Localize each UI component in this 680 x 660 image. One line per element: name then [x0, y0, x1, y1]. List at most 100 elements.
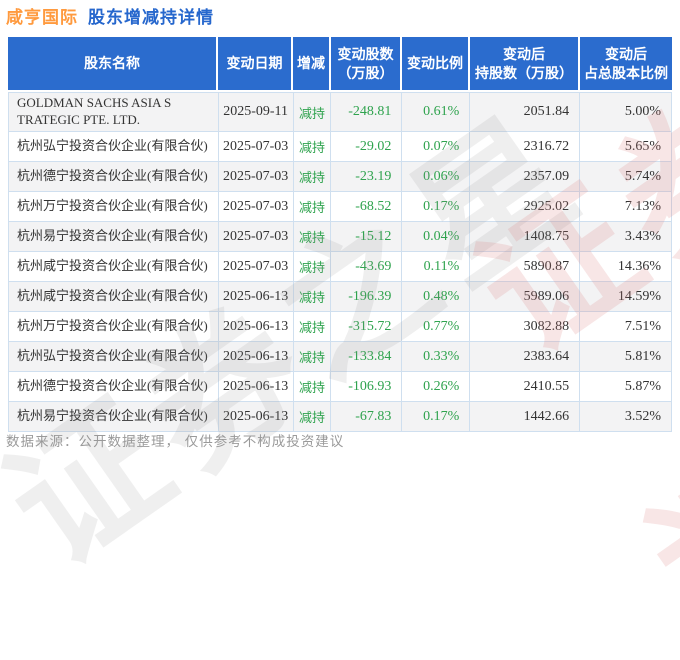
- cell-pct-after: 7.13%: [580, 192, 672, 221]
- cell-action: 减持: [294, 192, 332, 221]
- cell-pct-after: 14.36%: [580, 252, 672, 281]
- cell-action: 减持: [294, 402, 332, 431]
- table-row: 杭州易宁投资合伙企业(有限合伙) 2025-07-03 减持 -15.12 0.…: [8, 222, 672, 252]
- cell-change-shares: -106.93: [331, 372, 403, 401]
- cell-shares-after: 2316.72: [470, 132, 581, 161]
- cell-change-date: 2025-06-13: [219, 372, 294, 401]
- table-row: 杭州德宁投资合伙企业(有限合伙) 2025-06-13 减持 -106.93 0…: [8, 372, 672, 402]
- cell-change-shares: -68.52: [331, 192, 403, 221]
- cell-change-ratio: 0.77%: [402, 312, 471, 341]
- cell-change-ratio: 0.17%: [402, 402, 471, 431]
- cell-change-shares: -133.84: [331, 342, 403, 371]
- cell-change-date: 2025-07-03: [219, 222, 294, 251]
- cell-change-ratio: 0.11%: [402, 252, 471, 281]
- cell-pct-after: 5.81%: [580, 342, 672, 371]
- cell-pct-after: 5.74%: [580, 162, 672, 191]
- cell-change-date: 2025-06-13: [219, 282, 294, 311]
- cell-shareholder-name: 杭州咸宁投资合伙企业(有限合伙): [9, 282, 219, 311]
- cell-pct-after: 5.87%: [580, 372, 672, 401]
- table-row: 杭州咸宁投资合伙企业(有限合伙) 2025-07-03 减持 -43.69 0.…: [8, 252, 672, 282]
- cell-shareholder-name: 杭州易宁投资合伙企业(有限合伙): [9, 222, 219, 251]
- cell-change-shares: -67.83: [331, 402, 403, 431]
- cell-change-shares: -23.19: [331, 162, 403, 191]
- table-row: GOLDMAN SACHS ASIA S TRATEGIC PTE. LTD. …: [8, 93, 672, 132]
- cell-shareholder-name: 杭州德宁投资合伙企业(有限合伙): [9, 162, 219, 191]
- cell-shares-after: 2410.55: [470, 372, 581, 401]
- cell-change-date: 2025-07-03: [219, 252, 294, 281]
- cell-pct-after: 5.65%: [580, 132, 672, 161]
- cell-action: 减持: [294, 132, 332, 161]
- cell-pct-after: 5.00%: [580, 93, 672, 131]
- cell-change-ratio: 0.33%: [402, 342, 471, 371]
- cell-shares-after: 3082.88: [470, 312, 581, 341]
- cell-change-shares: -15.12: [331, 222, 403, 251]
- cell-pct-after: 3.52%: [580, 402, 672, 431]
- cell-change-ratio: 0.04%: [402, 222, 471, 251]
- page-title: 咸亨国际 股东增减持详情: [6, 3, 214, 28]
- cell-shares-after: 5890.87: [470, 252, 581, 281]
- cell-change-ratio: 0.17%: [402, 192, 471, 221]
- cell-shareholder-name: 杭州咸宁投资合伙企业(有限合伙): [9, 252, 219, 281]
- header-cell-action: 增减: [293, 37, 331, 90]
- cell-action: 减持: [294, 222, 332, 251]
- cell-shares-after: 2925.02: [470, 192, 581, 221]
- cell-action: 减持: [294, 252, 332, 281]
- header-cell-change-ratio: 变动比例: [402, 37, 470, 90]
- cell-shares-after: 1442.66: [470, 402, 581, 431]
- cell-shareholder-name: 杭州德宁投资合伙企业(有限合伙): [9, 372, 219, 401]
- table-row: 杭州弘宁投资合伙企业(有限合伙) 2025-06-13 减持 -133.84 0…: [8, 342, 672, 372]
- cell-change-shares: -248.81: [331, 93, 403, 131]
- cell-shareholder-name: 杭州万宁投资合伙企业(有限合伙): [9, 312, 219, 341]
- table-row: 杭州万宁投资合伙企业(有限合伙) 2025-06-13 减持 -315.72 0…: [8, 312, 672, 342]
- header-cell-change-shares: 变动股数 （万股）: [331, 37, 402, 90]
- cell-change-ratio: 0.26%: [402, 372, 471, 401]
- table-row: 杭州咸宁投资合伙企业(有限合伙) 2025-06-13 减持 -196.39 0…: [8, 282, 672, 312]
- cell-shares-after: 1408.75: [470, 222, 581, 251]
- cell-change-shares: -315.72: [331, 312, 403, 341]
- cell-change-date: 2025-06-13: [219, 342, 294, 371]
- cell-shareholder-name: 杭州易宁投资合伙企业(有限合伙): [9, 402, 219, 431]
- table-header-row: 股东名称 变动日期 增减 变动股数 （万股） 变动比例 变动后 持股数（万股） 变动…: [8, 37, 672, 90]
- cell-change-date: 2025-07-03: [219, 132, 294, 161]
- cell-change-ratio: 0.61%: [402, 93, 471, 131]
- cell-change-date: 2025-09-11: [219, 93, 294, 131]
- cell-shares-after: 2357.09: [470, 162, 581, 191]
- cell-change-date: 2025-06-13: [219, 402, 294, 431]
- shareholder-change-table: 股东名称 变动日期 增减 变动股数 （万股） 变动比例 变动后 持股数（万股） 变动…: [8, 37, 672, 432]
- table-body: GOLDMAN SACHS ASIA S TRATEGIC PTE. LTD. …: [8, 92, 672, 432]
- table-row: 杭州德宁投资合伙企业(有限合伙) 2025-07-03 减持 -23.19 0.…: [8, 162, 672, 192]
- cell-change-shares: -29.02: [331, 132, 403, 161]
- cell-change-shares: -43.69: [331, 252, 403, 281]
- cell-change-date: 2025-07-03: [219, 192, 294, 221]
- cell-action: 减持: [294, 342, 332, 371]
- cell-change-shares: -196.39: [331, 282, 403, 311]
- cell-change-ratio: 0.06%: [402, 162, 471, 191]
- cell-action: 减持: [294, 282, 332, 311]
- cell-action: 减持: [294, 93, 332, 131]
- cell-action: 减持: [294, 372, 332, 401]
- cell-shares-after: 2051.84: [470, 93, 581, 131]
- header-cell-shareholder-name: 股东名称: [8, 37, 218, 90]
- cell-action: 减持: [294, 312, 332, 341]
- page-title-text: 股东增减持详情: [88, 8, 214, 27]
- cell-shareholder-name: GOLDMAN SACHS ASIA S TRATEGIC PTE. LTD.: [9, 93, 219, 131]
- cell-shares-after: 5989.06: [470, 282, 581, 311]
- cell-change-ratio: 0.48%: [402, 282, 471, 311]
- cell-change-date: 2025-06-13: [219, 312, 294, 341]
- cell-shareholder-name: 杭州万宁投资合伙企业(有限合伙): [9, 192, 219, 221]
- header-cell-shares-after: 变动后 持股数（万股）: [470, 37, 580, 90]
- cell-shares-after: 2383.64: [470, 342, 581, 371]
- footer-note: 数据来源：公开数据整理， 仅供参考不构成投资建议: [6, 434, 345, 449]
- stock-name: 咸亨国际: [6, 8, 78, 27]
- cell-pct-after: 14.59%: [580, 282, 672, 311]
- cell-shareholder-name: 杭州弘宁投资合伙企业(有限合伙): [9, 132, 219, 161]
- cell-shareholder-name: 杭州弘宁投资合伙企业(有限合伙): [9, 342, 219, 371]
- table-row: 杭州万宁投资合伙企业(有限合伙) 2025-07-03 减持 -68.52 0.…: [8, 192, 672, 222]
- cell-action: 减持: [294, 162, 332, 191]
- header-cell-pct-after: 变动后 占总股本比例: [580, 37, 672, 90]
- cell-change-date: 2025-07-03: [219, 162, 294, 191]
- table-row: 杭州弘宁投资合伙企业(有限合伙) 2025-07-03 减持 -29.02 0.…: [8, 132, 672, 162]
- table-row: 杭州易宁投资合伙企业(有限合伙) 2025-06-13 减持 -67.83 0.…: [8, 402, 672, 432]
- cell-pct-after: 7.51%: [580, 312, 672, 341]
- cell-change-ratio: 0.07%: [402, 132, 471, 161]
